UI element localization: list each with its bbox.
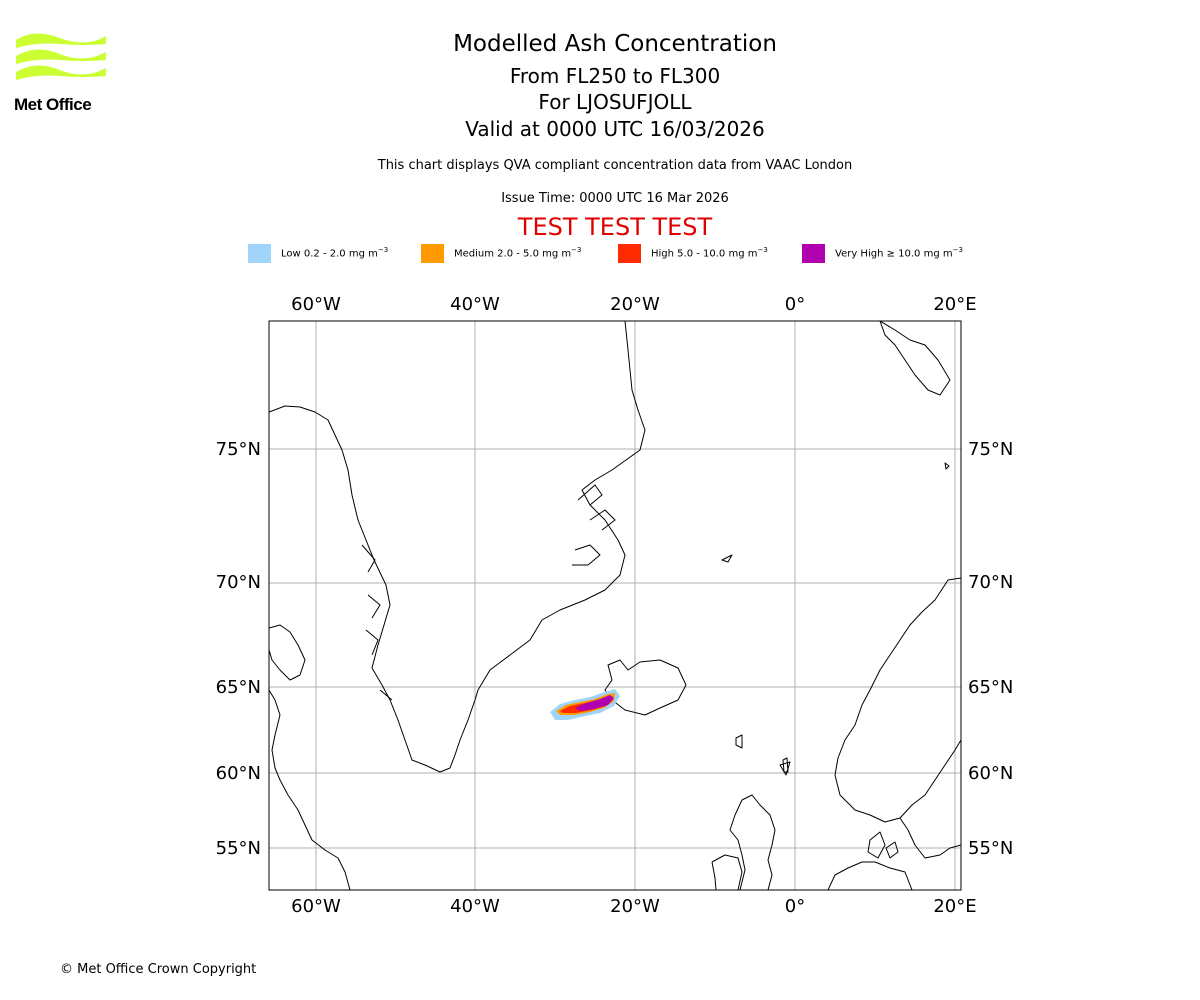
lon-tick-bottom-40w: 40°W	[450, 896, 500, 917]
legend-label-very-high: Very High ≥ 10.0 mg m	[835, 248, 953, 260]
lon-tick-top-40w: 40°W	[450, 294, 500, 315]
coast-denmark	[867, 831, 899, 859]
coast-norway	[834, 577, 961, 823]
coast-germany-netherlands	[827, 861, 913, 890]
valid-time: Valid at 0000 UTC 16/03/2026	[465, 117, 765, 141]
lon-tick-top-20w: 20°W	[610, 294, 660, 315]
ash-plume	[550, 689, 620, 720]
met-office-logo-text: Met Office	[14, 95, 92, 114]
lon-tick-bottom-20w: 20°W	[610, 896, 660, 917]
legend-swatch-low	[248, 243, 271, 263]
lat-tick-right-55n: 55°N	[968, 838, 1013, 859]
legend-exponent: −3	[571, 246, 582, 255]
lon-tick-top-20e: 20°E	[933, 294, 976, 315]
legend-label-low: Low 0.2 - 2.0 mg m	[281, 248, 378, 260]
lon-tick-bottom-20e: 20°E	[933, 896, 976, 917]
legend-item-low: Low 0.2 - 2.0 mg m−3	[248, 243, 388, 263]
volcano-name: For LJOSUFJOLL	[538, 90, 692, 114]
lon-tick-bottom-0: 0°	[785, 896, 805, 917]
issue-time: Issue Time: 0000 UTC 16 Mar 2026	[501, 191, 729, 206]
legend-item-medium: Medium 2.0 - 5.0 mg m−3	[421, 243, 581, 263]
map-frame	[268, 320, 962, 891]
coast-bear-island	[944, 462, 950, 470]
coastlines	[269, 321, 961, 890]
lon-tick-top-60w: 60°W	[291, 294, 341, 315]
lat-tick-right-65n: 65°N	[968, 677, 1013, 698]
ash-plume-very-high	[575, 695, 614, 711]
legend-exponent: −3	[952, 246, 963, 255]
lat-tick-right-60n: 60°N	[968, 763, 1013, 784]
met-office-waves-icon	[16, 33, 106, 80]
legend-swatch-medium	[421, 243, 444, 263]
test-banner: TEST TEST TEST	[517, 213, 713, 241]
chart-description: This chart displays QVA compliant concen…	[377, 158, 853, 173]
coast-labrador	[269, 689, 351, 890]
map-content	[269, 321, 961, 890]
coast-jan-mayen	[721, 554, 733, 563]
coast-svalbard	[879, 321, 951, 396]
coast-baffin	[269, 624, 306, 681]
legend-item-high: High 5.0 - 10.0 mg m−3	[618, 243, 768, 263]
legend-label-medium: Medium 2.0 - 5.0 mg m	[454, 248, 572, 260]
lat-tick-left-65n: 65°N	[216, 677, 261, 698]
lat-tick-left-55n: 55°N	[216, 838, 261, 859]
legend-exponent: −3	[377, 246, 389, 255]
flight-levels: From FL250 to FL300	[509, 64, 721, 88]
legend-exponent: −3	[757, 246, 768, 255]
chart-title: Modelled Ash Concentration	[453, 31, 777, 57]
lat-tick-right-70n: 70°N	[968, 572, 1013, 593]
legend-swatch-very-high	[802, 243, 825, 263]
lon-tick-bottom-60w: 60°W	[291, 896, 341, 917]
coast-sweden-baltic	[899, 817, 961, 859]
coast-greenland-fjords-east	[572, 484, 616, 566]
lat-tick-left-70n: 70°N	[216, 572, 261, 593]
lat-tick-left-75n: 75°N	[216, 439, 261, 460]
met-office-logo: Met Office	[14, 30, 108, 114]
legend-label-high: High 5.0 - 10.0 mg m	[651, 248, 758, 260]
coast-shetland	[782, 757, 789, 773]
lat-tick-right-75n: 75°N	[968, 439, 1013, 460]
legend-item-very-high: Very High ≥ 10.0 mg m−3	[802, 243, 963, 263]
copyright-notice: © Met Office Crown Copyright	[60, 962, 257, 977]
graticule	[269, 321, 961, 890]
legend-swatch-high	[618, 243, 641, 263]
coast-faroes	[735, 734, 743, 749]
lon-tick-top-0: 0°	[785, 294, 805, 315]
lat-tick-left-60n: 60°N	[216, 763, 261, 784]
coast-greenland-fjords-west	[361, 544, 393, 701]
coast-ireland	[711, 854, 743, 890]
coast-greenland	[269, 321, 646, 773]
map-background	[269, 321, 961, 890]
